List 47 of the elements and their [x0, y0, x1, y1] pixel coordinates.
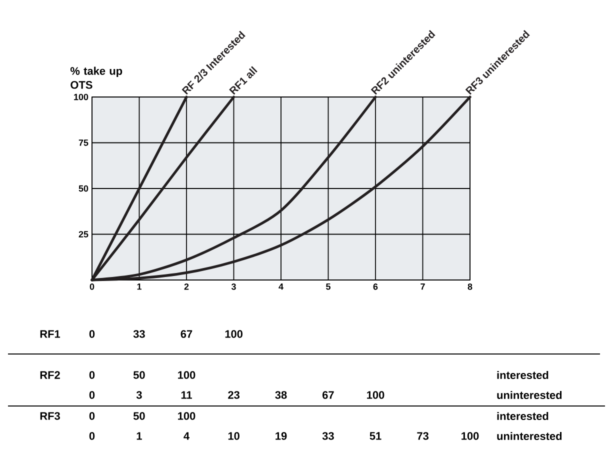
- x-tick-label: 0: [90, 284, 94, 290]
- text: 100: [225, 330, 242, 338]
- text: uninterested: [497, 390, 562, 400]
- y-tick-label: 100: [74, 94, 88, 100]
- text: 73: [417, 432, 429, 440]
- text: 0: [89, 432, 95, 440]
- text: RF3: [40, 412, 60, 420]
- text: 100: [367, 391, 384, 399]
- text: 33: [133, 330, 145, 338]
- text: interested: [497, 370, 548, 380]
- y-tick-label: 25: [78, 231, 88, 238]
- text: 0: [89, 371, 95, 379]
- text: 0: [89, 330, 95, 338]
- text: 10: [228, 432, 240, 440]
- text: 0: [89, 412, 95, 420]
- text: 4: [184, 432, 190, 440]
- y-tick-label: 50: [78, 185, 88, 192]
- text: 51: [370, 432, 382, 440]
- text: interested: [497, 412, 548, 420]
- text: 100: [178, 412, 196, 420]
- text: 67: [180, 330, 192, 338]
- x-tick-label: 5: [326, 284, 330, 290]
- text: uninterested: [497, 432, 562, 440]
- text: 100: [178, 371, 196, 379]
- text: 33: [322, 432, 334, 440]
- text: 50: [133, 371, 145, 379]
- x-tick-label: 6: [373, 284, 378, 290]
- y-tick-label: 75: [78, 140, 88, 146]
- x-tick-label: 1: [137, 284, 142, 290]
- text: RF1: [40, 330, 60, 338]
- text: 23: [228, 391, 240, 399]
- text: 11: [181, 391, 192, 399]
- x-tick-label: 8: [468, 284, 472, 290]
- x-tick-label: 7: [420, 284, 425, 290]
- text: 19: [276, 432, 287, 440]
- y-axis-title: % take up OTS: [70, 66, 122, 89]
- text: 100: [462, 432, 479, 440]
- x-tick-label: 3: [231, 284, 236, 290]
- x-tick-label: 2: [184, 284, 189, 290]
- text: 38: [275, 391, 287, 399]
- text: 3: [136, 391, 142, 399]
- text: 50: [133, 412, 145, 420]
- x-tick-label: 4: [278, 284, 284, 290]
- text: 1: [136, 432, 142, 440]
- text: 67: [322, 391, 334, 399]
- text: RF2: [40, 371, 60, 379]
- text: 0: [89, 391, 95, 399]
